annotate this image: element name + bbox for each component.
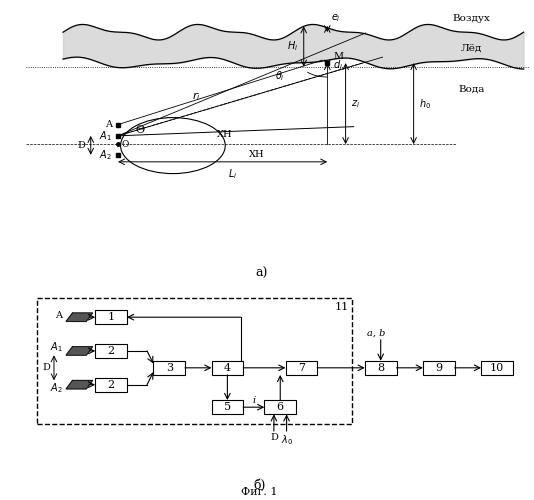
Text: $r_i$: $r_i$ xyxy=(192,90,201,103)
Text: O: O xyxy=(122,140,129,148)
Bar xyxy=(286,361,317,375)
Text: D: D xyxy=(77,141,85,150)
Bar xyxy=(423,361,454,375)
Text: б): б) xyxy=(253,480,265,492)
Text: $\lambda_0$: $\lambda_0$ xyxy=(280,434,293,447)
Bar xyxy=(264,400,296,414)
Text: 4: 4 xyxy=(224,363,231,373)
Text: 11: 11 xyxy=(335,302,349,312)
Polygon shape xyxy=(66,346,92,355)
Text: A: A xyxy=(105,120,112,129)
Text: а): а) xyxy=(256,266,268,280)
Text: 3: 3 xyxy=(166,363,173,373)
Text: $\theta_i$: $\theta_i$ xyxy=(276,68,285,82)
Bar xyxy=(211,361,244,375)
Text: Вода: Вода xyxy=(458,85,484,94)
Bar xyxy=(95,378,127,392)
Text: 8: 8 xyxy=(377,363,384,373)
Text: Воздух: Воздух xyxy=(452,14,490,22)
Text: $L_i$: $L_i$ xyxy=(229,167,238,180)
Text: D: D xyxy=(270,434,278,442)
Text: 9: 9 xyxy=(435,363,442,373)
Text: ХН: ХН xyxy=(217,130,233,139)
Text: $A_2$: $A_2$ xyxy=(99,148,112,162)
Text: $A_1$: $A_1$ xyxy=(99,129,112,142)
Text: $A_2$: $A_2$ xyxy=(50,381,62,395)
Bar xyxy=(211,400,244,414)
Text: 7: 7 xyxy=(298,363,305,373)
Text: $d_i$: $d_i$ xyxy=(333,58,342,71)
Text: $z_i$: $z_i$ xyxy=(351,98,360,110)
Text: $h_0$: $h_0$ xyxy=(419,96,431,110)
Text: M: M xyxy=(334,52,344,61)
Text: $e_i$: $e_i$ xyxy=(332,12,341,24)
Text: 2: 2 xyxy=(107,380,115,390)
Text: Фиг. 1: Фиг. 1 xyxy=(241,487,277,497)
Bar xyxy=(37,298,351,424)
Bar xyxy=(365,361,397,375)
Text: 6: 6 xyxy=(277,402,284,412)
Text: $H_i$: $H_i$ xyxy=(287,40,299,54)
Text: ХН: ХН xyxy=(249,150,264,160)
Bar xyxy=(481,361,513,375)
Bar xyxy=(153,361,185,375)
Text: Лёд: Лёд xyxy=(461,44,482,52)
Text: Θ: Θ xyxy=(136,124,145,134)
Text: $A_1$: $A_1$ xyxy=(50,340,62,354)
Text: A: A xyxy=(56,312,62,320)
Text: 5: 5 xyxy=(224,402,231,412)
Text: 10: 10 xyxy=(490,363,504,373)
Bar xyxy=(95,310,127,324)
Text: i: i xyxy=(252,396,255,405)
Text: D: D xyxy=(42,364,50,372)
Polygon shape xyxy=(66,380,92,389)
Text: 1: 1 xyxy=(107,312,115,322)
Text: 2: 2 xyxy=(107,346,115,356)
Bar xyxy=(95,344,127,358)
Text: a, b: a, b xyxy=(367,328,386,338)
Polygon shape xyxy=(66,313,92,322)
